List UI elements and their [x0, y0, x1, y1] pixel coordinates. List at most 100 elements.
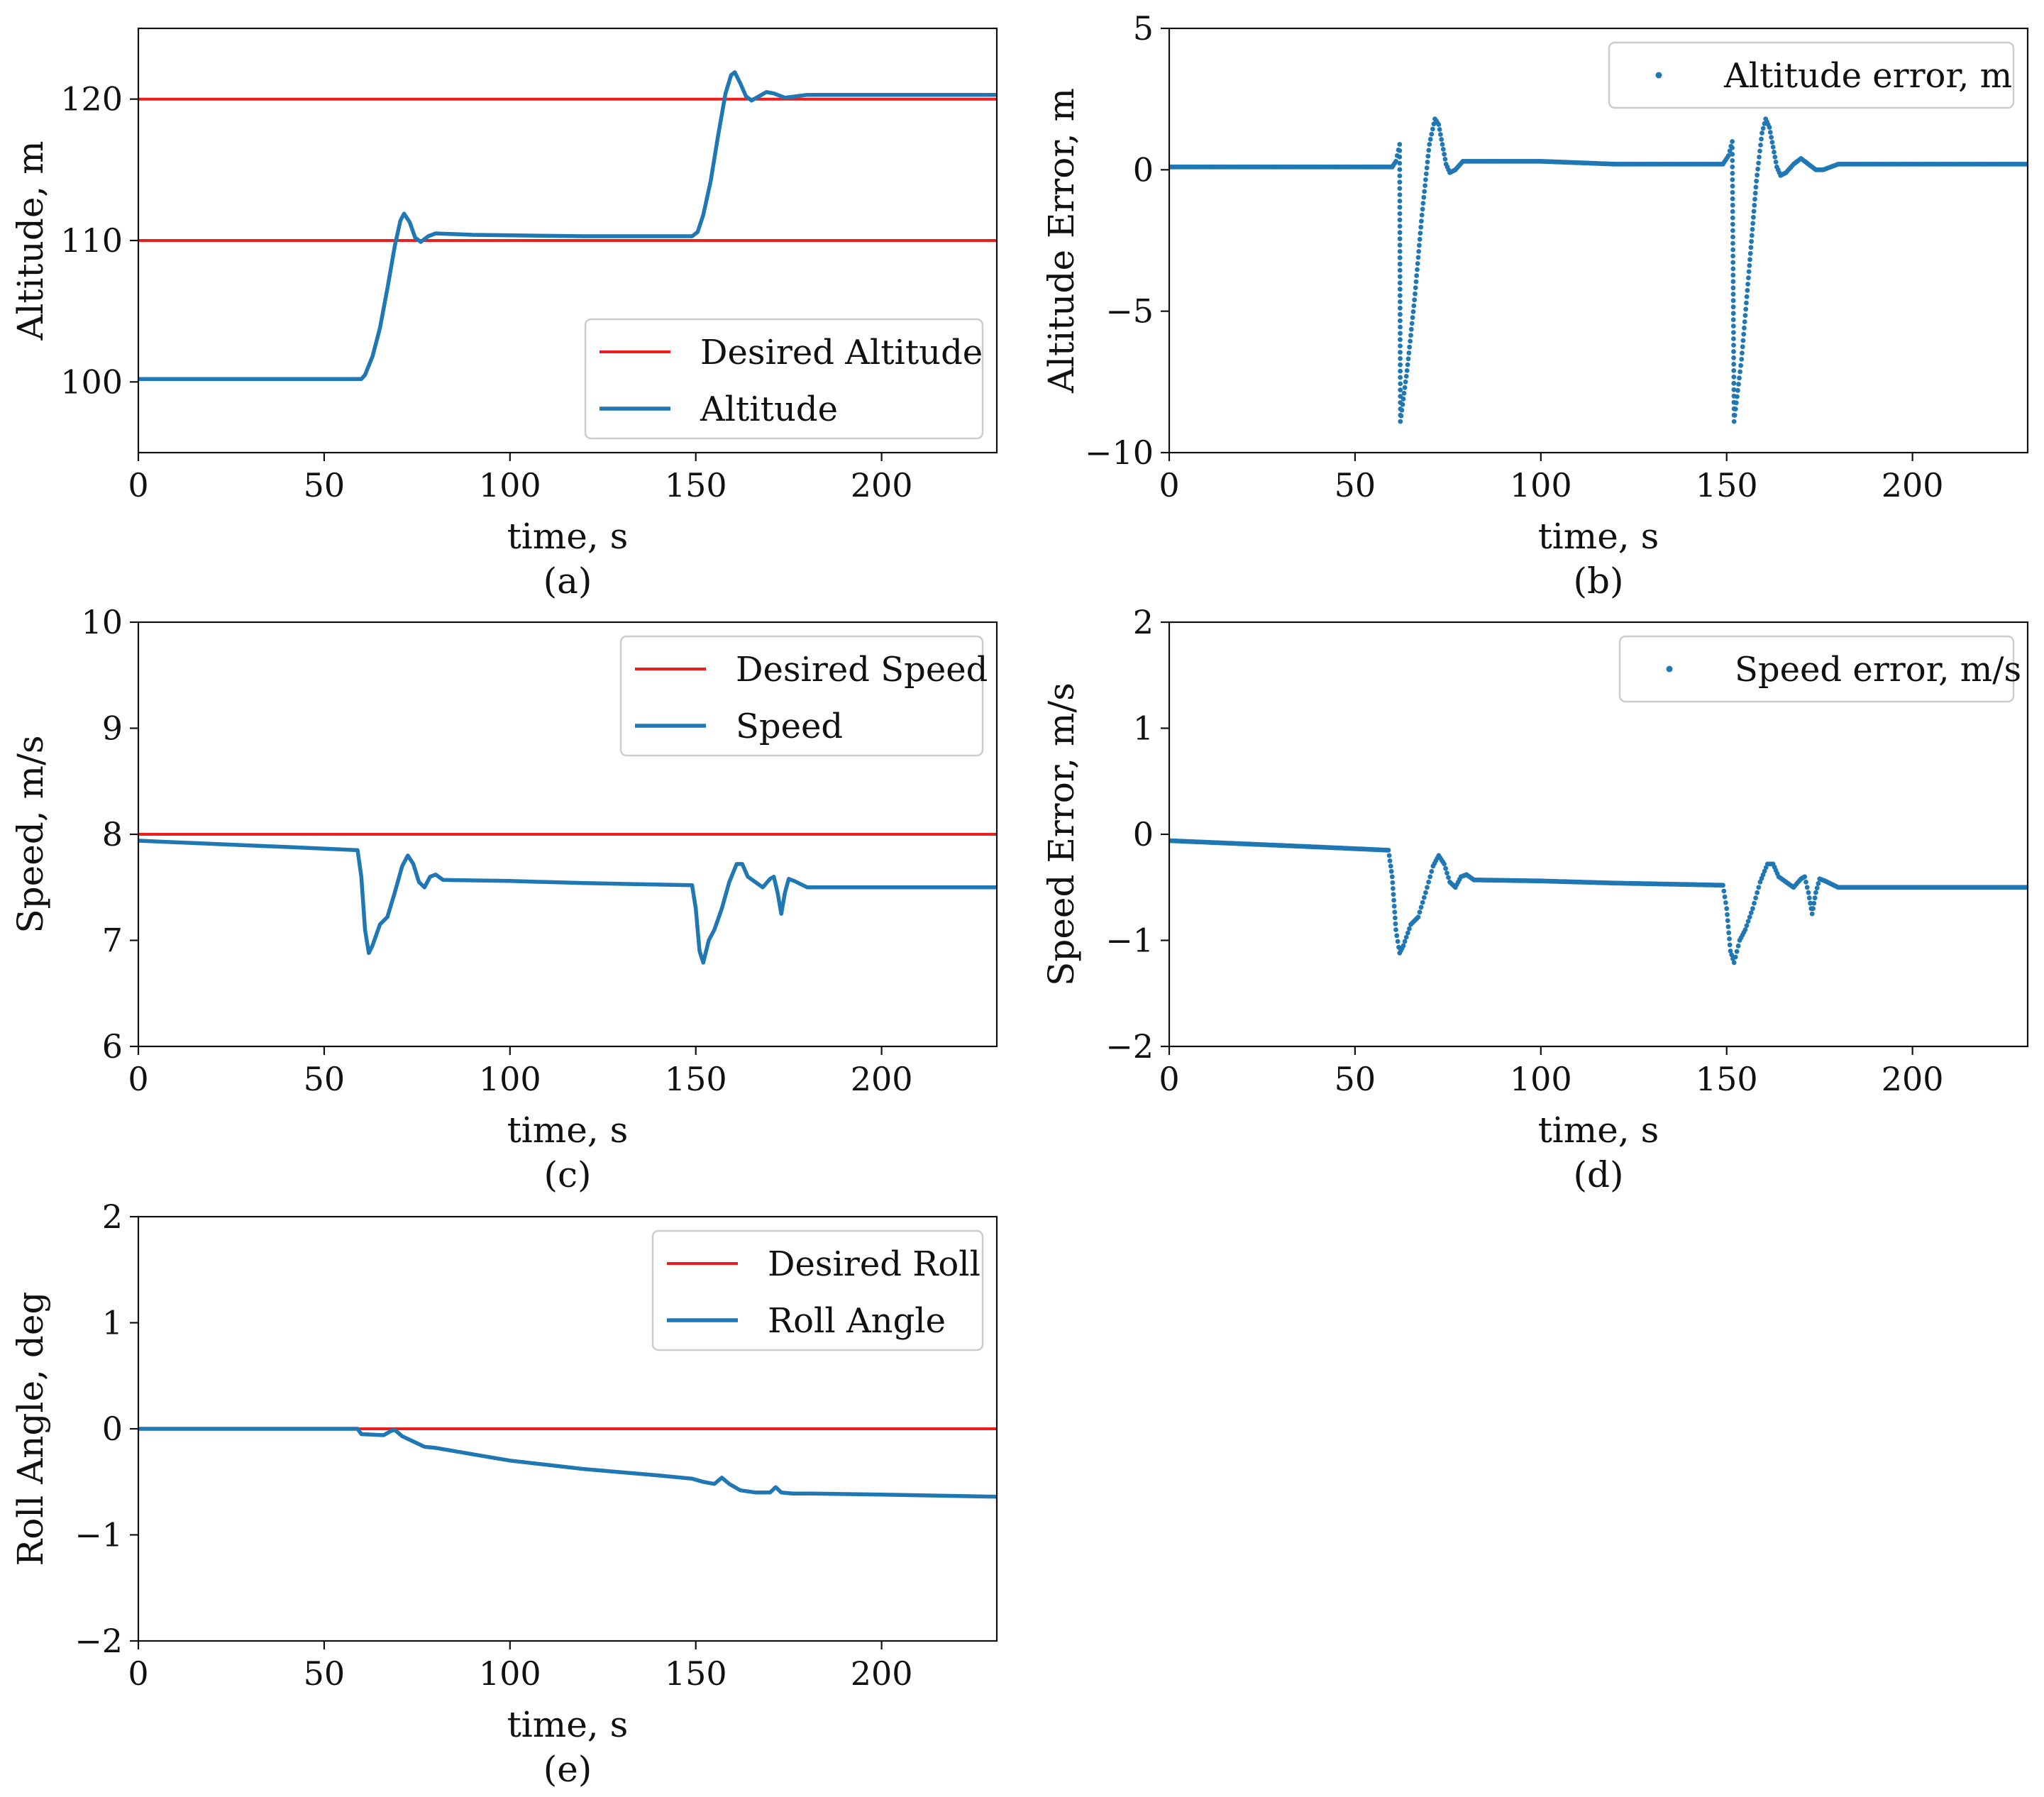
legend-c: Desired Speed Speed	[619, 635, 988, 757]
data-point	[1419, 212, 1425, 218]
data-point	[1397, 243, 1403, 248]
data-point	[1401, 943, 1406, 949]
data-point	[1391, 892, 1396, 897]
data-point	[1804, 885, 1810, 890]
data-point	[1397, 186, 1403, 191]
data-point	[1443, 866, 1448, 871]
data-point	[1410, 315, 1415, 320]
data-point	[1731, 355, 1737, 360]
data-point	[1730, 317, 1736, 322]
y-tick-label: −10	[1085, 433, 1154, 472]
x-tick-label: 150	[1696, 1060, 1758, 1098]
data-point	[1731, 419, 1737, 424]
data-point	[1392, 909, 1398, 914]
data-point	[1755, 890, 1760, 895]
y-tick-label: 7	[102, 922, 123, 960]
data-point	[1727, 936, 1732, 941]
y-tick-label: −5	[1105, 292, 1154, 331]
data-point	[1391, 897, 1396, 903]
data-point	[1738, 369, 1743, 375]
data-point	[1747, 257, 1752, 262]
data-point	[1414, 273, 1420, 278]
data-point	[1754, 178, 1760, 184]
data-point	[1406, 350, 1412, 355]
data-point	[1440, 147, 1446, 152]
x-axis-label: time, s	[507, 1110, 629, 1151]
data-point	[1731, 960, 1737, 966]
data-point	[1759, 136, 1764, 142]
data-point	[1398, 419, 1403, 424]
data-point	[1398, 331, 1403, 336]
data-point	[1411, 303, 1417, 309]
legend-label: Desired Speed	[736, 650, 988, 690]
data-point	[1753, 895, 1759, 901]
data-point	[1393, 927, 1398, 932]
x-tick-label: 100	[479, 466, 541, 504]
data-point	[1730, 298, 1736, 304]
data-point	[1731, 349, 1736, 354]
data-point	[1767, 130, 1773, 135]
data-point	[1440, 142, 1445, 147]
panel-caption: (c)	[543, 1154, 591, 1195]
data-point	[1750, 906, 1755, 912]
data-point	[1722, 894, 1728, 900]
data-point	[1731, 362, 1737, 367]
y-tick-label: 0	[1133, 815, 1154, 853]
data-point	[1742, 325, 1747, 331]
data-point	[1733, 954, 1738, 960]
legend-box	[584, 318, 984, 440]
data-point	[1425, 160, 1430, 165]
data-point	[1415, 261, 1420, 266]
chart-panel-c: 0 50 100 150 200 6 7 8 9 10 time, s Speed, m/s (c) De…	[10, 603, 998, 1195]
data-point	[1393, 921, 1398, 927]
data-point	[1730, 279, 1736, 284]
data-point	[1811, 906, 1816, 912]
y-tick-label: 0	[102, 1410, 123, 1448]
data-point	[1802, 874, 1808, 880]
data-point	[1397, 223, 1403, 229]
legend-label: Desired Roll	[768, 1244, 980, 1284]
data-point	[1803, 879, 1808, 885]
legend-box	[1618, 635, 2015, 703]
legend-label: Altitude	[700, 389, 838, 429]
data-point	[1749, 238, 1755, 244]
data-point	[1386, 853, 1392, 858]
data-point	[1442, 157, 1448, 162]
data-point	[1427, 136, 1433, 142]
data-point	[1398, 381, 1403, 387]
plot-area-d	[1169, 838, 2028, 966]
legend-swatch	[1666, 665, 1673, 673]
y-axis-label: Speed Error, m/s	[1041, 682, 1082, 986]
data-point	[1730, 266, 1736, 272]
data-point	[1734, 949, 1740, 954]
data-point	[1401, 390, 1407, 396]
data-point	[1752, 197, 1757, 202]
y-axis-label: Speed, m/s	[10, 735, 51, 933]
data-point	[1410, 309, 1416, 314]
data-point	[1398, 350, 1403, 355]
y-tick-label: 120	[60, 80, 123, 118]
data-point	[1751, 209, 1757, 214]
data-point	[1730, 253, 1736, 259]
legend-box	[1608, 41, 2015, 109]
plot-area-c	[138, 833, 997, 965]
data-point	[1736, 382, 1741, 387]
data-point	[1424, 165, 1430, 171]
legend-label: Roll Angle	[768, 1301, 946, 1341]
data-point	[1395, 939, 1401, 944]
data-point	[1442, 152, 1447, 157]
data-point	[1730, 189, 1735, 195]
data-point	[1387, 858, 1393, 863]
data-point	[1418, 224, 1424, 230]
series-dots-b-0	[1169, 116, 2028, 424]
data-point	[1735, 394, 1740, 399]
data-point	[1725, 153, 1731, 158]
data-point	[1397, 179, 1403, 185]
data-point	[1398, 387, 1403, 393]
x-tick-label: 0	[128, 1060, 148, 1098]
data-point	[1730, 234, 1735, 240]
y-tick-label: 1	[1133, 709, 1154, 748]
data-point	[1386, 848, 1391, 853]
data-point	[1398, 305, 1403, 311]
data-point	[1730, 221, 1735, 227]
